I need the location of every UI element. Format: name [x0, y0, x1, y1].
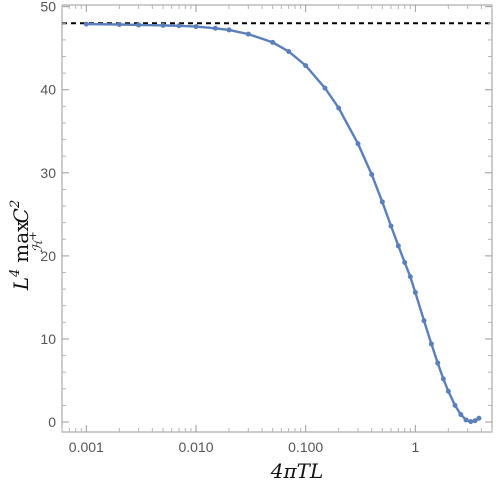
- data-point: [476, 415, 482, 421]
- data-point: [379, 199, 385, 205]
- data-point: [428, 341, 434, 347]
- data-point: [270, 39, 276, 45]
- data-point: [322, 85, 328, 91]
- data-point: [245, 31, 251, 37]
- data-point: [463, 417, 469, 423]
- data-point: [303, 63, 309, 69]
- y-label-symbol-exp: 2: [8, 200, 23, 209]
- x-tick-label: 0.100: [288, 439, 323, 455]
- y-tick-label: 20: [40, 248, 56, 264]
- x-tick-label: 0.001: [69, 439, 104, 455]
- y-axis-label: L4 maxℋ+ C2: [8, 200, 46, 292]
- y-label-symbol: C: [9, 208, 33, 223]
- data-point: [116, 22, 122, 28]
- data-point: [83, 21, 89, 27]
- data-point: [176, 23, 182, 29]
- data-point: [136, 22, 142, 28]
- y-label-subscript-sup: +: [28, 231, 39, 239]
- y-tick-label: 30: [40, 165, 56, 181]
- data-point: [402, 260, 408, 266]
- data-point: [226, 27, 232, 33]
- data-point: [472, 418, 478, 424]
- data-point: [355, 141, 361, 147]
- data-point: [388, 223, 394, 229]
- series-line: [86, 22, 480, 423]
- data-point: [412, 289, 418, 295]
- data-point: [445, 388, 451, 394]
- data-point: [336, 105, 342, 111]
- y-label-prefix: L: [9, 277, 33, 291]
- plot-border: [61, 4, 493, 433]
- data-point: [440, 376, 446, 382]
- x-tick-label: 0.010: [178, 439, 213, 455]
- data-point: [369, 171, 375, 177]
- data-point: [160, 22, 166, 28]
- x-axis-label: 4πTL: [270, 459, 324, 483]
- y-tick-label: 50: [40, 0, 56, 15]
- y-tick-label: 10: [40, 331, 56, 347]
- data-point: [468, 419, 474, 425]
- x-tick-label: 1: [411, 439, 419, 455]
- series-layer: [83, 21, 482, 425]
- data-point: [458, 412, 464, 418]
- data-point: [286, 49, 292, 55]
- y-label-subscript: ℋ: [31, 238, 46, 253]
- data-point: [395, 243, 401, 249]
- data-point: [435, 360, 441, 366]
- y-tick-label: 40: [40, 82, 56, 98]
- data-point: [452, 402, 458, 408]
- data-point: [193, 24, 199, 30]
- data-point: [212, 25, 218, 31]
- data-point: [407, 274, 413, 280]
- data-point: [421, 318, 427, 324]
- y-label-prefix-exp: 4: [8, 269, 23, 278]
- y-tick-label: 0: [48, 414, 56, 430]
- y-label-operator: max: [9, 220, 33, 263]
- plot-frame: [61, 4, 493, 433]
